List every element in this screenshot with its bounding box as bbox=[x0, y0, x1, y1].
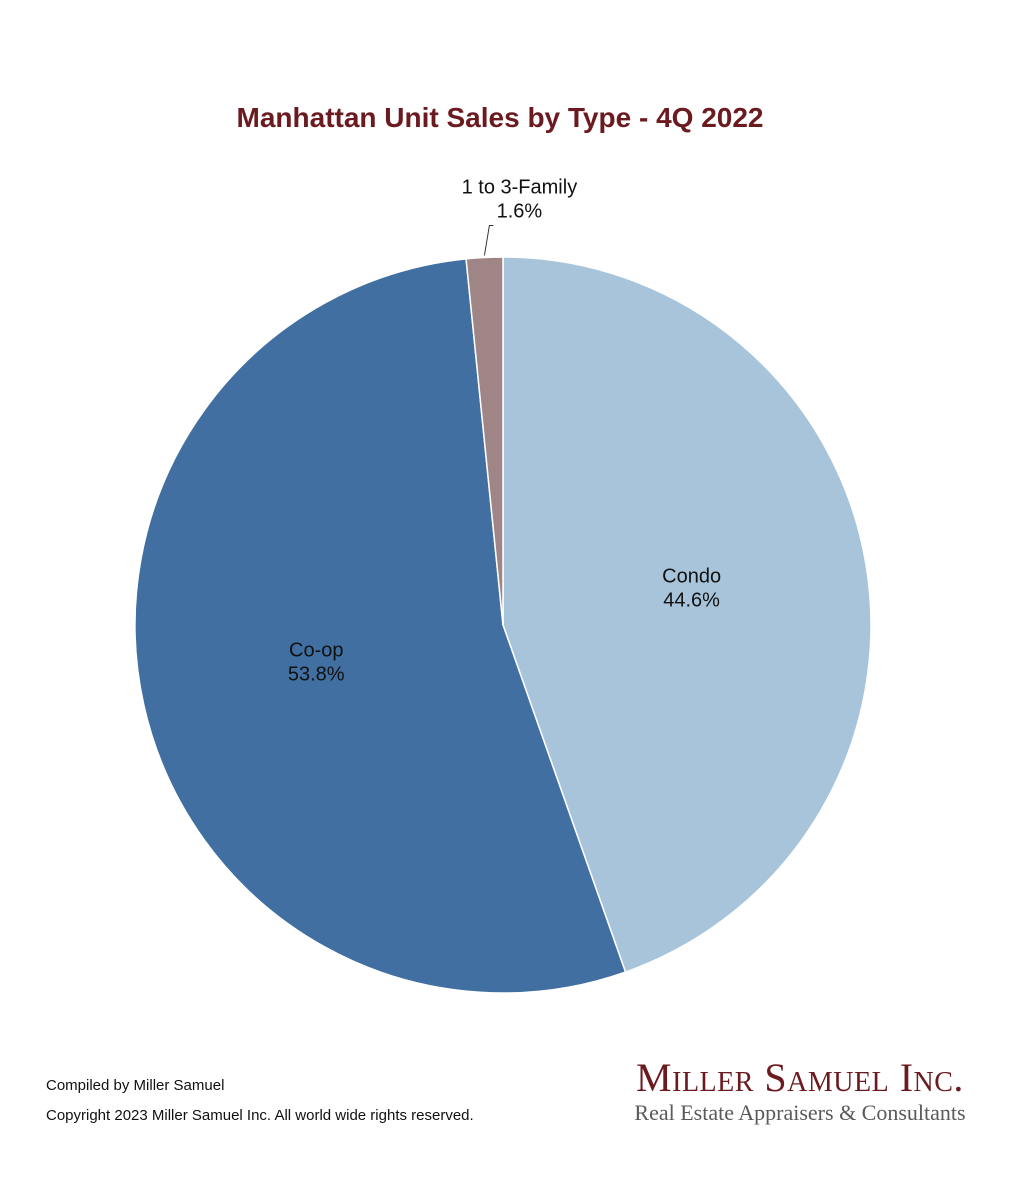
slice-name-condo: Condo bbox=[662, 566, 721, 588]
brand-tagline: Real Estate Appraisers & Consultants bbox=[634, 1100, 966, 1125]
copyright-text: Copyright 2023 Miller Samuel Inc. All wo… bbox=[46, 1107, 474, 1124]
slice-value-condo: 44.6% bbox=[663, 590, 720, 612]
pie-slices bbox=[134, 256, 872, 994]
slice-name-1-to-3-family: 1 to 3-Family bbox=[462, 176, 578, 198]
slice-name-co-op: Co-op bbox=[289, 640, 343, 662]
compiled-by-text: Compiled by Miller Samuel bbox=[46, 1077, 225, 1094]
brand-name: Miller Samuel Inc. bbox=[636, 1055, 964, 1100]
pie-slice-condo bbox=[502, 256, 872, 973]
leader-line-1-to-3-family bbox=[483, 224, 494, 256]
pie-slice-co-op bbox=[134, 258, 627, 994]
chart-title: Manhattan Unit Sales by Type - 4Q 2022 bbox=[236, 102, 764, 133]
pie-slice-1-to-3-family bbox=[465, 256, 504, 626]
slice-value-1-to-3-family: 1.6% bbox=[497, 200, 543, 222]
slice-value-co-op: 53.8% bbox=[288, 664, 345, 686]
